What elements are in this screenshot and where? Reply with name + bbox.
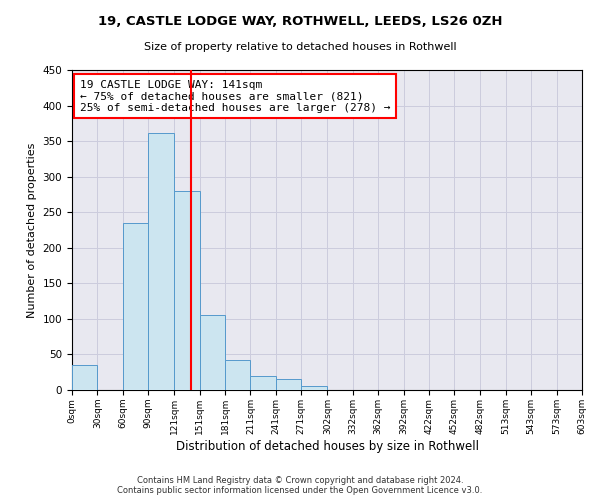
- Bar: [175, 191, 200, 390]
- Text: 19, CASTLE LODGE WAY, ROTHWELL, LEEDS, LS26 0ZH: 19, CASTLE LODGE WAY, ROTHWELL, LEEDS, L…: [98, 15, 502, 28]
- Bar: [225, 360, 250, 390]
- Bar: [148, 132, 175, 390]
- Bar: [276, 380, 301, 390]
- Bar: [123, 223, 148, 390]
- Bar: [301, 386, 328, 390]
- Bar: [200, 316, 225, 390]
- Text: Size of property relative to detached houses in Rothwell: Size of property relative to detached ho…: [143, 42, 457, 52]
- Bar: [72, 365, 97, 390]
- Text: Contains HM Land Registry data © Crown copyright and database right 2024.
Contai: Contains HM Land Registry data © Crown c…: [118, 476, 482, 495]
- X-axis label: Distribution of detached houses by size in Rothwell: Distribution of detached houses by size …: [176, 440, 479, 452]
- Text: 19 CASTLE LODGE WAY: 141sqm
← 75% of detached houses are smaller (821)
25% of se: 19 CASTLE LODGE WAY: 141sqm ← 75% of det…: [80, 80, 390, 113]
- Bar: [250, 376, 276, 390]
- Y-axis label: Number of detached properties: Number of detached properties: [27, 142, 37, 318]
